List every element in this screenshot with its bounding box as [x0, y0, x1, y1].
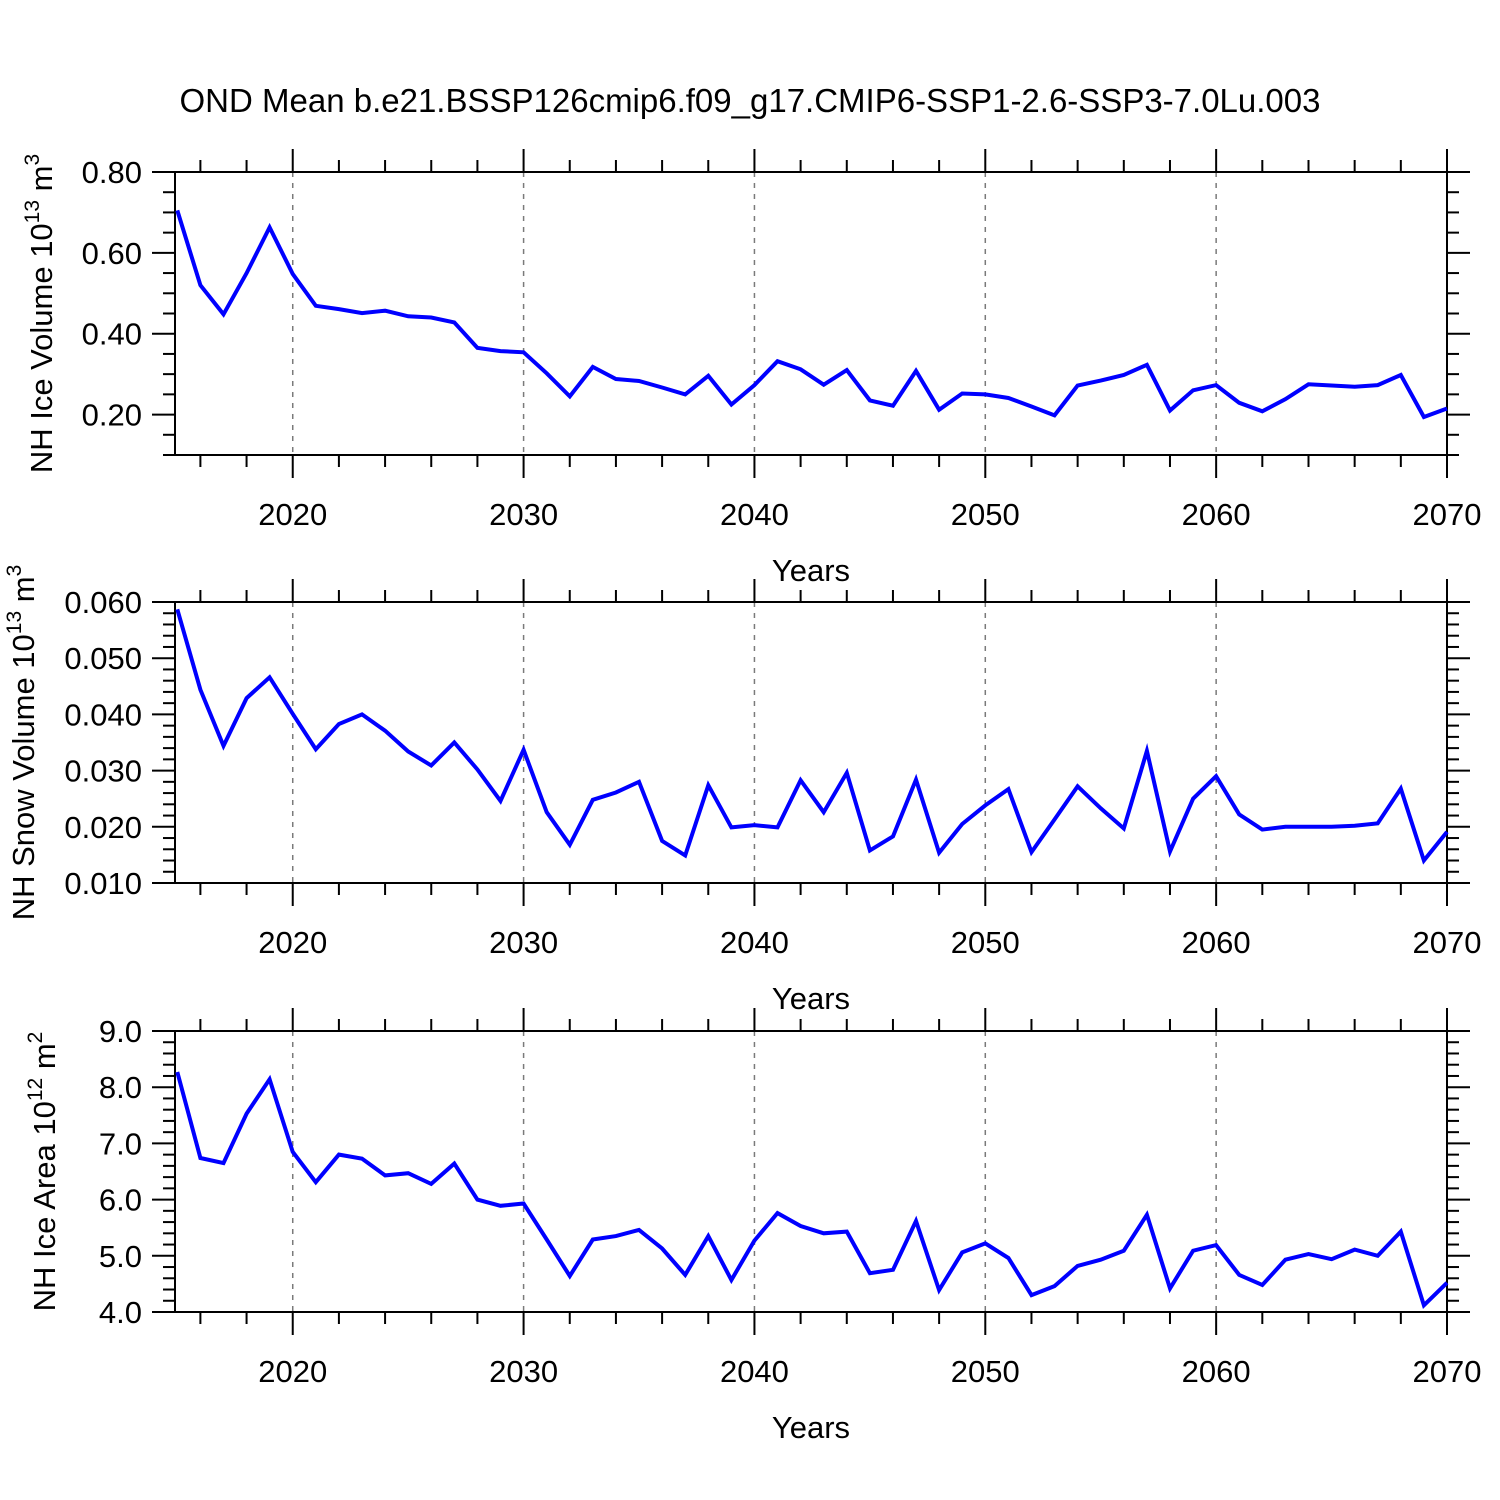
nh-snow-volume-ylabel: NH Snow Volume 1013 m3: [3, 565, 41, 921]
nh-snow-volume-line: [175, 608, 1449, 865]
y-tick-label: 0.20: [82, 398, 142, 433]
x-tick-label: 2060: [1182, 925, 1251, 960]
x-tick-label: 2030: [489, 1354, 558, 1389]
nh-snow-volume-gridlines: [291, 602, 1217, 883]
nh-ice-volume-chart: 2020 2030 2040 2050 2060 2070 0.20 0.40 0.60 0.80…: [21, 149, 1481, 588]
y-tick-label: 0.40: [82, 317, 142, 352]
x-tick-label: 2040: [720, 1354, 789, 1389]
nh-ice-volume-xlabel: Years: [772, 553, 850, 588]
nh-ice-volume-line: [175, 209, 1448, 420]
x-tick-label: 2030: [489, 497, 558, 532]
x-tick-label: 2030: [489, 925, 558, 960]
x-tick-label: 2050: [951, 1354, 1020, 1389]
nh-ice-volume-gridlines: [291, 172, 1217, 455]
nh-ice-area-ylabel: NH Ice Area 1012 m2: [24, 1032, 62, 1312]
y-tick-label: 0.060: [64, 585, 142, 620]
x-tick-label: 2070: [1413, 497, 1482, 532]
y-tick-label: 0.80: [82, 155, 142, 190]
x-tick-label: 2060: [1182, 1354, 1251, 1389]
nh-snow-volume-plot-frame: [174, 601, 1448, 884]
nh-ice-volume-y-ticks: 0.20 0.40 0.60 0.80: [82, 155, 1470, 456]
x-tick-label: 2050: [951, 925, 1020, 960]
y-tick-label: 7.0: [99, 1126, 142, 1161]
nh-ice-volume-ylabel: NH Ice Volume 1013 m3: [21, 154, 59, 473]
y-tick-label: 9.0: [99, 1014, 142, 1049]
x-tick-label: 2060: [1182, 497, 1251, 532]
y-tick-label: 0.60: [82, 236, 142, 271]
y-tick-label: 0.040: [64, 697, 142, 732]
y-tick-label: 8.0: [99, 1070, 142, 1105]
x-tick-label: 2070: [1413, 1354, 1482, 1389]
nh-ice-area-xlabel: Years: [772, 1410, 850, 1445]
y-tick-label: 0.010: [64, 866, 142, 901]
x-tick-label: 2040: [720, 497, 789, 532]
nh-ice-area-gridlines: [291, 1031, 1217, 1312]
nh-snow-volume-xlabel: Years: [772, 981, 850, 1016]
nh-ice-area-chart: 2020 2030 2040 2050 2060 2070 4.0 5.0 6.0 7.0 8.0 9…: [24, 1008, 1481, 1445]
figure-title: OND Mean b.e21.BSSP126cmip6.f09_g17.CMIP…: [179, 82, 1321, 119]
y-tick-label: 4.0: [99, 1295, 142, 1330]
nh-snow-volume-chart: 2020 2030 2040 2050 2060 20700.0100.0200.0300…: [3, 565, 1481, 1016]
x-tick-label: 2050: [951, 497, 1020, 532]
x-tick-label: 2020: [258, 925, 327, 960]
nh-snow-volume-x-ticks: 2020 2030 2040 2050 2060 2070: [199, 579, 1482, 960]
nh-ice-area-line: [175, 1071, 1449, 1310]
nh-ice-area-y-ticks: 4.0 5.0 6.0 7.0 8.0 9.0: [99, 1014, 1470, 1330]
nh-ice-volume-x-ticks: 2020 2030 2040 2050 2060 2070: [199, 149, 1482, 532]
y-tick-label: 0.030: [64, 754, 142, 789]
x-tick-label: 2070: [1413, 925, 1482, 960]
y-tick-label: 0.020: [64, 810, 142, 845]
nh-snow-volume-y-ticks: 0.010 0.020 0.030 0.040 0.050 0.060: [64, 585, 1470, 901]
x-tick-label: 2040: [720, 925, 789, 960]
x-tick-label: 2020: [258, 497, 327, 532]
y-tick-label: 0.050: [64, 641, 142, 676]
nh-ice-area-x-ticks: 2020 2030 2040 2050 2060 2070: [199, 1008, 1482, 1389]
y-tick-label: 5.0: [99, 1239, 142, 1274]
nh-ice-area-plot-frame: [174, 1030, 1448, 1313]
x-tick-label: 2020: [258, 1354, 327, 1389]
y-tick-label: 6.0: [99, 1183, 142, 1218]
